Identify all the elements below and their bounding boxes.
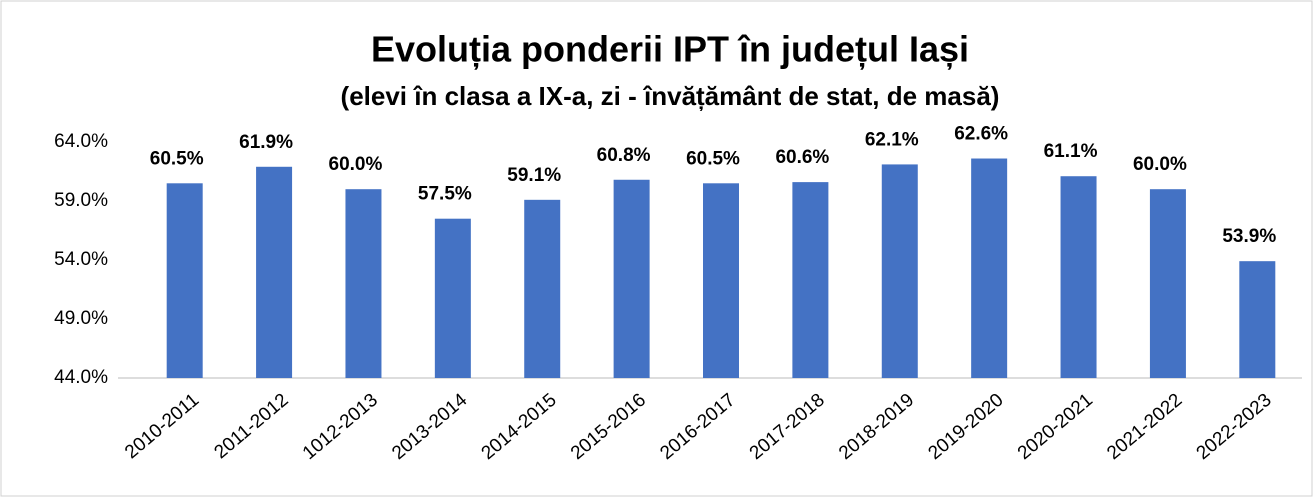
bar xyxy=(971,158,1008,378)
value-label: 60.5% xyxy=(150,148,204,169)
bar xyxy=(1149,189,1186,378)
bar xyxy=(792,182,829,378)
value-label: 62.1% xyxy=(865,129,919,150)
bar xyxy=(434,218,471,378)
value-label: 59.1% xyxy=(507,165,561,186)
bar xyxy=(1239,261,1276,378)
value-label: 60.5% xyxy=(686,148,740,169)
value-label: 60.6% xyxy=(775,147,829,168)
value-label: 60.0% xyxy=(329,154,383,175)
bar xyxy=(1060,176,1097,378)
bar xyxy=(166,183,203,378)
value-label: 60.0% xyxy=(1133,154,1187,175)
value-label: 62.6% xyxy=(954,124,1008,145)
bar xyxy=(524,199,561,378)
y-tick-label: 44.0% xyxy=(54,367,108,388)
value-label: 61.1% xyxy=(1044,141,1098,162)
bar xyxy=(703,183,739,378)
chart-subtitle: (elevi în clasa a IX-a, zi - învățământ … xyxy=(341,81,1000,111)
bar xyxy=(881,164,918,378)
y-tick-label: 54.0% xyxy=(54,249,108,270)
value-label: 57.5% xyxy=(418,184,472,205)
value-label: 53.9% xyxy=(1222,226,1276,247)
y-tick-label: 59.0% xyxy=(54,190,108,211)
bar xyxy=(613,179,650,378)
value-label: 61.9% xyxy=(239,132,293,153)
y-tick-label: 49.0% xyxy=(54,308,108,329)
value-label: 60.8% xyxy=(597,145,651,166)
bar xyxy=(345,189,382,378)
y-tick-label: 64.0% xyxy=(54,131,108,152)
bar xyxy=(256,166,293,378)
chart-title: Evoluția ponderii IPT în județul Iași xyxy=(371,29,969,71)
